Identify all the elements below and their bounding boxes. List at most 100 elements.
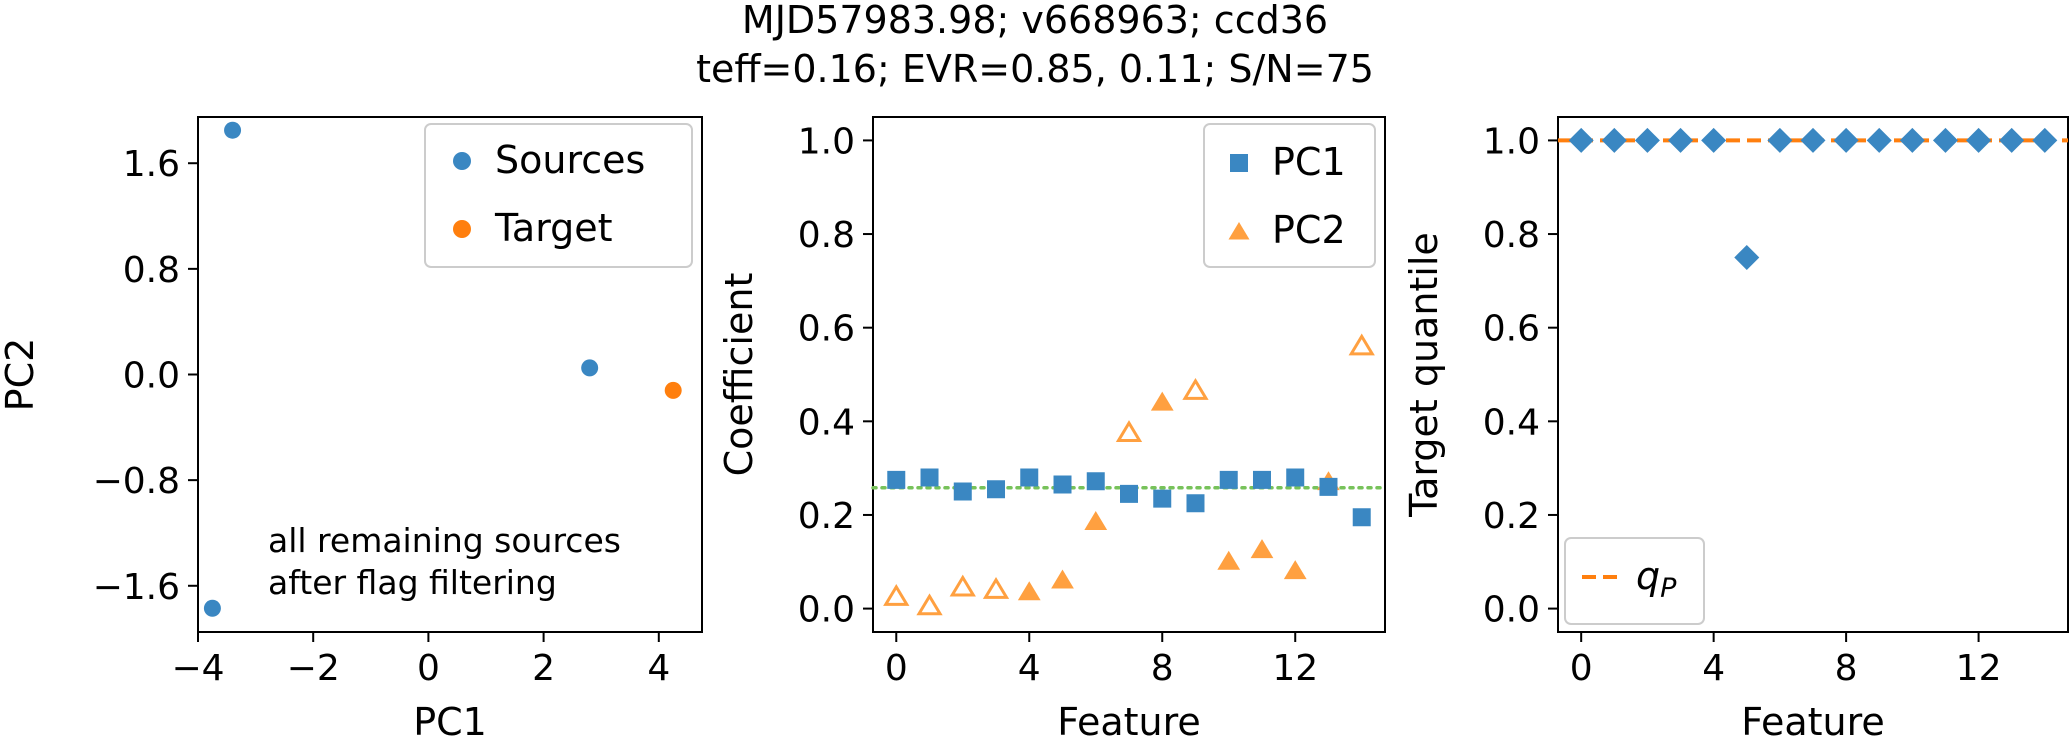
pc1-point [1120,484,1138,503]
target-quantile-point [1999,127,2025,153]
pc2-point [1051,569,1074,589]
target-quantile-point [1800,127,1826,153]
x-axis-label: Feature [1741,700,1885,738]
legend-qp-label: qP [1636,554,1677,604]
pc1-point [1086,472,1105,491]
pc2-point [1150,391,1174,411]
x-tick-label: 4 [647,648,670,689]
target-quantile-point [1932,127,1958,153]
legend-sources-label: Sources [495,138,645,182]
y-tick-label: 0.8 [798,215,855,256]
y-tick-label: 0.0 [798,590,855,631]
figure-title-line1: MJD57983.98; v668963; ccd36 [742,0,1328,42]
pc2-point [916,593,943,616]
target-quantile-point [1899,127,1925,153]
x-tick-label: 12 [1956,648,2002,689]
pc2-point [1217,550,1241,570]
annotation-line1: all remaining sources [268,521,621,560]
pc2-point [1115,420,1143,443]
y-tick-label: 0.4 [798,402,855,443]
x-axis-label: Feature [1057,700,1201,738]
y-tick-label: −1.6 [93,567,180,608]
pc2-point [1348,333,1375,356]
pc2-point [949,574,976,597]
pc2-point [1182,377,1209,400]
pc1-point [1352,508,1371,527]
legend-box [424,123,693,268]
pc1-point [1153,489,1172,508]
legend-target-marker [453,220,471,238]
pc2-point [1283,560,1307,580]
target-quantile-point [1634,127,1660,153]
pc2-point [982,576,1010,599]
target-quantile-point [1767,127,1793,153]
pc1-point [953,482,972,501]
y-tick-label: 0.6 [798,309,855,350]
pc1-point [1186,494,1205,513]
x-tick-label: −4 [171,648,224,689]
legend-pc1-marker [1230,154,1248,172]
target-quantile-point [1568,127,1594,153]
pc1-point [1053,475,1072,494]
figure-title-line2: teff=0.16; EVR=0.85, 0.11; S/N=75 [696,47,1374,91]
x-tick-label: 4 [1702,648,1725,689]
axes-frame [872,116,1386,633]
x-tick-label: 8 [1151,648,1174,689]
x-tick-label: 12 [1272,648,1318,689]
legend-box [1564,537,1705,625]
pc1-point [1319,477,1338,496]
pc2-point [1250,539,1274,559]
pc1-point [1020,468,1039,487]
target-quantile-point [1966,127,1992,153]
x-tick-label: 0 [417,648,440,689]
annotation-line2: after flag filtering [268,563,557,602]
y-axis-label: Coefficient [717,273,761,477]
target-quantile-point [1734,244,1760,270]
pc2-point [1017,581,1041,601]
pc2-point [883,583,910,606]
y-tick-label: 0.8 [123,250,180,291]
sources-point [224,121,242,139]
legend-sources-marker [453,152,471,170]
y-tick-label: 0.4 [1483,402,1540,443]
legend-pc2-label: PC2 [1272,208,1346,252]
legend-qp-subscript: P [1660,573,1677,604]
axes-frame [1557,116,2069,633]
y-tick-label: 1.6 [123,144,180,185]
y-tick-label: −0.8 [93,461,180,502]
pc2-point [1084,511,1108,530]
target-quantile-panel: 0 4 8 12 0.0 0.2 0.4 0.6 0.8 1.0 Feature Target qua… [1402,116,2069,738]
y-tick-label: 1.0 [1483,121,1540,162]
legend-pc2-marker [1228,222,1250,240]
sources-point [581,359,599,377]
target-quantile-point [1601,127,1627,153]
y-tick-label: 1.0 [798,121,855,162]
x-axis-label: PC1 [413,700,487,738]
target-quantile-point [1668,127,1694,153]
target-quantile-point [1866,127,1892,153]
y-tick-label: 0.2 [798,496,855,537]
pc1-point [887,470,906,489]
x-tick-label: −2 [287,648,340,689]
y-axis-label: PC2 [0,338,42,412]
x-tick-label: 4 [1018,648,1041,689]
y-tick-label: 0.0 [123,356,180,397]
legend-qp-main: q [1636,554,1660,598]
x-tick-label: 0 [1570,648,1593,689]
pc1-point [1286,468,1305,487]
legend-pc1-label: PC1 [1272,140,1346,184]
pca-scatter-panel: −4 −2 0 2 4 −1.6 −0.8 0.0 0.8 1.6 PC1 PC2 all remain… [0,116,703,738]
y-tick-label: 0.0 [1483,590,1540,631]
pc1-point [920,468,939,487]
target-point [664,381,682,399]
y-tick-label: 0.2 [1483,496,1540,537]
legend-target-label: Target [494,206,613,250]
sources-point [203,599,221,617]
x-tick-label: 8 [1835,648,1858,689]
y-tick-label: 0.8 [1483,215,1540,256]
pc1-point [1219,470,1238,489]
target-quantile-point [2032,127,2058,153]
x-tick-label: 0 [885,648,908,689]
y-tick-label: 0.6 [1483,309,1540,350]
